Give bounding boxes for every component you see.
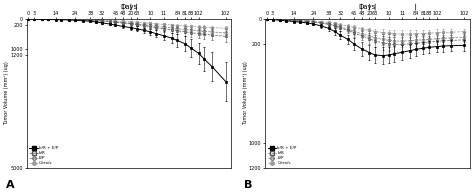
X-axis label: Days: Days — [120, 4, 137, 10]
Y-axis label: Tumor Volume (mm³) (ug): Tumor Volume (mm³) (ug) — [243, 61, 247, 125]
Text: B: B — [245, 180, 253, 190]
Y-axis label: Tumor Volume (mm³) (ug): Tumor Volume (mm³) (ug) — [4, 61, 9, 125]
Legend: b/R + E/P, b/R, E/P, C/tro/s: b/R + E/P, b/R, E/P, C/tro/s — [28, 146, 59, 166]
X-axis label: Days: Days — [359, 4, 376, 10]
Legend: b/R + E/P, b/R, E/P, C/tro/s: b/R + E/P, b/R, E/P, C/tro/s — [267, 146, 298, 166]
Text: A: A — [6, 180, 15, 190]
